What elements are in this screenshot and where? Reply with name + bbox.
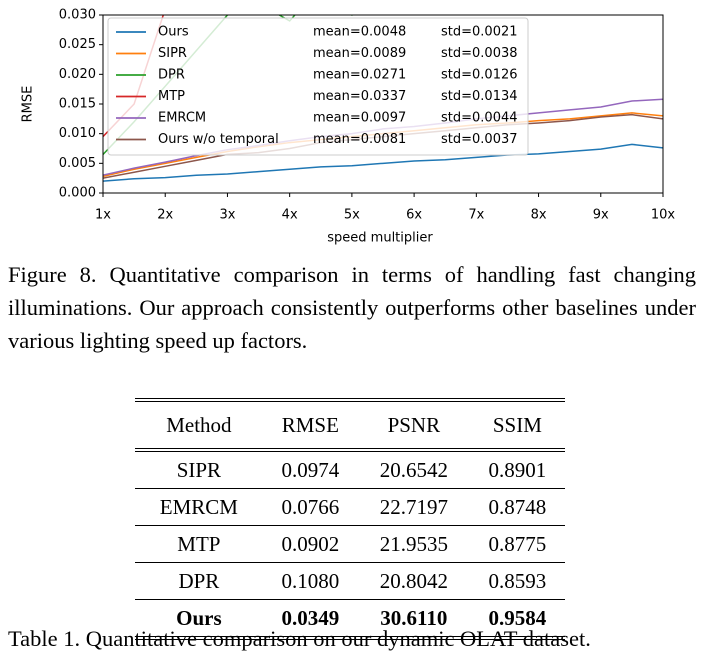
legend-std: std=0.0134 xyxy=(441,89,518,104)
cell: 20.6542 xyxy=(357,450,470,489)
legend-std: std=0.0044 xyxy=(441,111,518,126)
legend-mean: mean=0.0271 xyxy=(313,68,406,83)
cell: 22.7197 xyxy=(357,488,470,526)
header-row: Method RMSE PSNR SSIM xyxy=(135,400,565,452)
legend-mean: mean=0.0081 xyxy=(313,132,406,147)
row: Ours 0.0349 30.6110 0.9584 xyxy=(135,600,565,639)
x-tick-label: 10x xyxy=(651,208,676,223)
table-caption: Table 1. Quantitative comparison on our … xyxy=(8,626,591,651)
y-tick-label: 0.030 xyxy=(59,8,96,23)
cell: EMRCM xyxy=(135,488,263,526)
y-axis-label: RMSE xyxy=(21,86,36,123)
x-tick-label: 7x xyxy=(468,208,484,223)
legend-std: std=0.0126 xyxy=(441,68,518,83)
cell: 0.0349 xyxy=(281,605,340,630)
cell: 0.8593 xyxy=(469,562,565,600)
y-tick-label: 0.025 xyxy=(59,37,96,52)
legend-mean: mean=0.0097 xyxy=(313,111,406,126)
legend-label: DPR xyxy=(158,68,185,83)
cell: 0.8775 xyxy=(469,525,565,563)
cell: SIPR xyxy=(135,450,263,489)
y-tick-label: 0.015 xyxy=(59,97,96,112)
x-tick-label: 5x xyxy=(344,208,360,223)
plot-frame xyxy=(102,14,664,194)
legend-std: std=0.0021 xyxy=(441,25,518,40)
x-axis-label: speed multiplier xyxy=(327,231,433,246)
legend-label: MTP xyxy=(158,89,185,104)
y-tick-label: 0.010 xyxy=(59,126,96,141)
chart: speed multiplier RMSE 0.000 0.005 0.010 0.0… xyxy=(21,8,676,246)
cell: 0.8748 xyxy=(469,488,565,526)
cell: 21.9535 xyxy=(357,525,470,563)
header-cell: Method xyxy=(135,400,263,452)
cell: Ours xyxy=(176,605,222,630)
cell: 0.0974 xyxy=(262,450,358,489)
header-cell: PSNR xyxy=(357,400,470,452)
cell: 0.9584 xyxy=(488,605,547,630)
y-tick-label: 0.000 xyxy=(59,186,96,201)
x-tick-label: 4x xyxy=(282,208,298,223)
legend-mean: mean=0.0048 xyxy=(313,25,406,40)
x-tick-label: 6x xyxy=(406,208,422,223)
row: SIPR 0.0974 20.6542 0.8901 xyxy=(135,450,565,489)
x-tick-label: 8x xyxy=(531,208,547,223)
legend-mean: mean=0.0089 xyxy=(313,46,406,61)
y-tick-label: 0.005 xyxy=(59,156,96,171)
figure-caption: Figure 8. Quantitative comparison in ter… xyxy=(8,262,696,353)
legend-std: std=0.0037 xyxy=(441,132,518,147)
cell: 0.8901 xyxy=(469,450,565,489)
x-tick-label: 1x xyxy=(95,208,111,223)
legend-box xyxy=(107,17,529,156)
x-tick-label: 2x xyxy=(157,208,173,223)
legend-std: std=0.0038 xyxy=(441,46,518,61)
x-tick-label: 3x xyxy=(219,208,235,223)
cell: 30.6110 xyxy=(380,605,448,630)
x-tick-label: 9x xyxy=(593,208,609,223)
legend-label: EMRCM xyxy=(158,111,206,126)
y-tick-label: 0.020 xyxy=(59,67,96,82)
row: DPR 0.1080 20.8042 0.8593 xyxy=(135,562,565,600)
cell: 0.0766 xyxy=(262,488,358,526)
cell: DPR xyxy=(135,562,263,600)
header-cell: RMSE xyxy=(262,400,358,452)
results-table: Method RMSE PSNR SSIM SIPR 0.0974 20.6542 0… xyxy=(135,398,565,640)
data-line xyxy=(103,143,663,182)
cell: MTP xyxy=(135,525,263,563)
legend-label: Ours xyxy=(158,25,189,40)
legend-mean: mean=0.0337 xyxy=(313,89,406,104)
cell: 0.0902 xyxy=(262,525,358,563)
legend-label: Ours w/o temporal xyxy=(158,132,279,147)
cell: 20.8042 xyxy=(357,562,470,600)
cell: 0.1080 xyxy=(262,562,358,600)
row: MTP 0.0902 21.9535 0.8775 xyxy=(135,525,565,563)
legend-label: SIPR xyxy=(158,46,187,61)
row: EMRCM 0.0766 22.7197 0.8748 xyxy=(135,488,565,526)
header-cell: SSIM xyxy=(469,400,565,452)
